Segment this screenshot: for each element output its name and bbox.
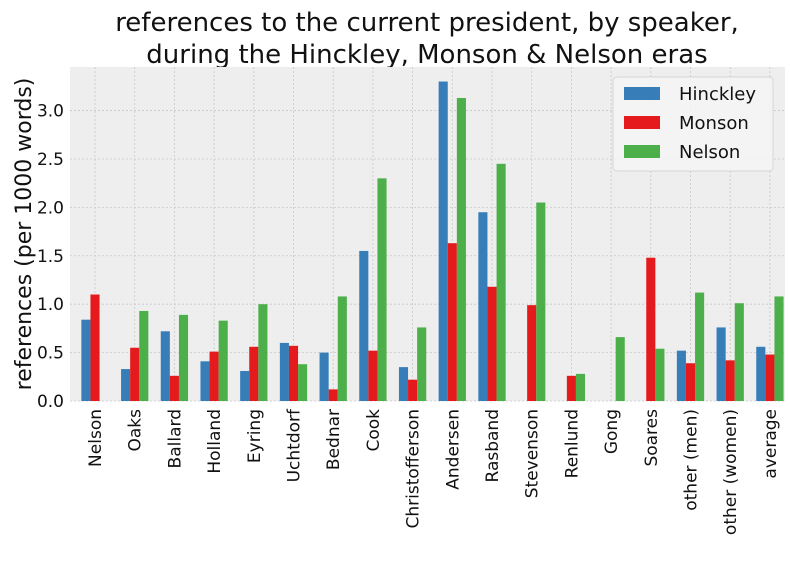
chart-title-line1: references to the current president, by …	[115, 8, 739, 38]
bar-monson	[725, 360, 735, 401]
bar-monson	[249, 346, 259, 401]
bar-monson	[527, 305, 537, 401]
y-tick-label: 2.0	[37, 198, 64, 218]
x-tick-label: Christofferson	[404, 409, 424, 528]
legend-label-monson: Monson	[679, 113, 749, 134]
bar-nelson	[417, 327, 427, 401]
bar-monson	[288, 345, 299, 401]
bar-hinckley	[81, 319, 91, 401]
x-tick-label: average	[761, 409, 781, 479]
bar-monson	[447, 243, 457, 401]
bar-nelson	[575, 373, 586, 401]
y-ticks: 0.0 0.5 1.0 1.5 2.0 2.5 3.0	[37, 102, 64, 412]
bar-monson	[487, 286, 497, 401]
x-tick-label: Renlund	[562, 409, 582, 478]
bar-nelson	[496, 163, 506, 401]
bar-monson	[566, 375, 576, 401]
bar-nelson	[615, 337, 625, 401]
y-tick-label: 3.0	[37, 102, 64, 122]
bar-monson	[368, 350, 378, 401]
bar-monson	[408, 379, 418, 401]
bar-hinckley	[160, 331, 170, 401]
y-tick-label: 0.0	[37, 392, 64, 412]
bars	[81, 81, 784, 402]
bar-hinckley	[121, 369, 131, 401]
bar-hinckley	[240, 370, 250, 401]
y-tick-label: 1.5	[37, 247, 64, 267]
x-tick-label: Holland	[205, 409, 225, 474]
bar-nelson	[178, 314, 189, 401]
x-tick-label: other (women)	[721, 409, 741, 535]
bar-hinckley	[359, 250, 369, 401]
bar-nelson	[774, 296, 784, 401]
bar-hinckley	[676, 350, 686, 401]
y-axis-label: references (per 1000 words)	[12, 78, 37, 391]
legend: Hinckley Monson Nelson	[612, 76, 774, 172]
bar-monson	[765, 354, 775, 401]
bar-hinckley	[200, 361, 210, 401]
x-tick-label: Uchtdorf	[285, 408, 305, 482]
x-tick-label: Oaks	[126, 409, 146, 452]
x-tick-label: Rasband	[483, 409, 503, 483]
bar-hinckley	[319, 352, 329, 401]
legend-swatch-monson	[624, 116, 660, 129]
bar-monson	[685, 363, 696, 401]
x-tick-label: Cook	[364, 409, 384, 452]
legend-label-hinckley: Hinckley	[679, 84, 756, 105]
bar-nelson	[536, 202, 546, 401]
x-tick-label: Eyring	[245, 409, 265, 463]
bar-nelson	[695, 292, 705, 401]
x-tick-label: Gong	[602, 409, 622, 454]
bar-nelson	[734, 303, 744, 401]
bar-hinckley	[478, 212, 488, 401]
bar-nelson	[337, 296, 347, 401]
x-tick-label: other (men)	[682, 409, 702, 511]
bar-nelson	[377, 178, 387, 401]
bar-nelson	[258, 304, 268, 401]
legend-swatch-nelson	[624, 145, 660, 158]
legend-swatch-hinckley	[624, 87, 660, 100]
y-tick-label: 2.5	[37, 150, 64, 170]
grid	[70, 67, 785, 402]
x-tick-label: Ballard	[165, 409, 185, 468]
bar-hinckley	[756, 346, 766, 401]
bar-nelson	[298, 364, 308, 401]
x-tick-label: Nelson	[86, 409, 106, 467]
bar-nelson	[218, 320, 228, 401]
bar-hinckley	[716, 327, 726, 401]
y-tick-label: 1.0	[37, 295, 64, 315]
chart-title-line2: during the Hinckley, Monson & Nelson era…	[146, 40, 707, 70]
bar-monson	[169, 375, 179, 401]
bar-monson	[90, 294, 100, 401]
bar-nelson	[655, 348, 665, 401]
bar-monson	[646, 257, 656, 401]
legend-label-nelson: Nelson	[679, 142, 740, 163]
bar-monson	[328, 389, 338, 401]
bar-monson	[130, 347, 140, 401]
x-tick-label: Soares	[642, 409, 662, 467]
bar-nelson	[456, 97, 466, 402]
x-ticks: Nelson Oaks Ballard Holland Eyring Uchtdorf Be…	[86, 408, 781, 535]
bar-hinckley	[279, 342, 289, 401]
bar-nelson	[139, 310, 149, 401]
bar-hinckley	[398, 367, 409, 401]
bar-hinckley	[438, 81, 448, 402]
x-tick-label: Bednar	[324, 409, 344, 470]
bar-monson	[209, 351, 219, 401]
y-tick-label: 0.5	[37, 344, 64, 364]
x-tick-label: Stevenson	[523, 409, 543, 498]
x-tick-label: Andersen	[443, 409, 463, 490]
